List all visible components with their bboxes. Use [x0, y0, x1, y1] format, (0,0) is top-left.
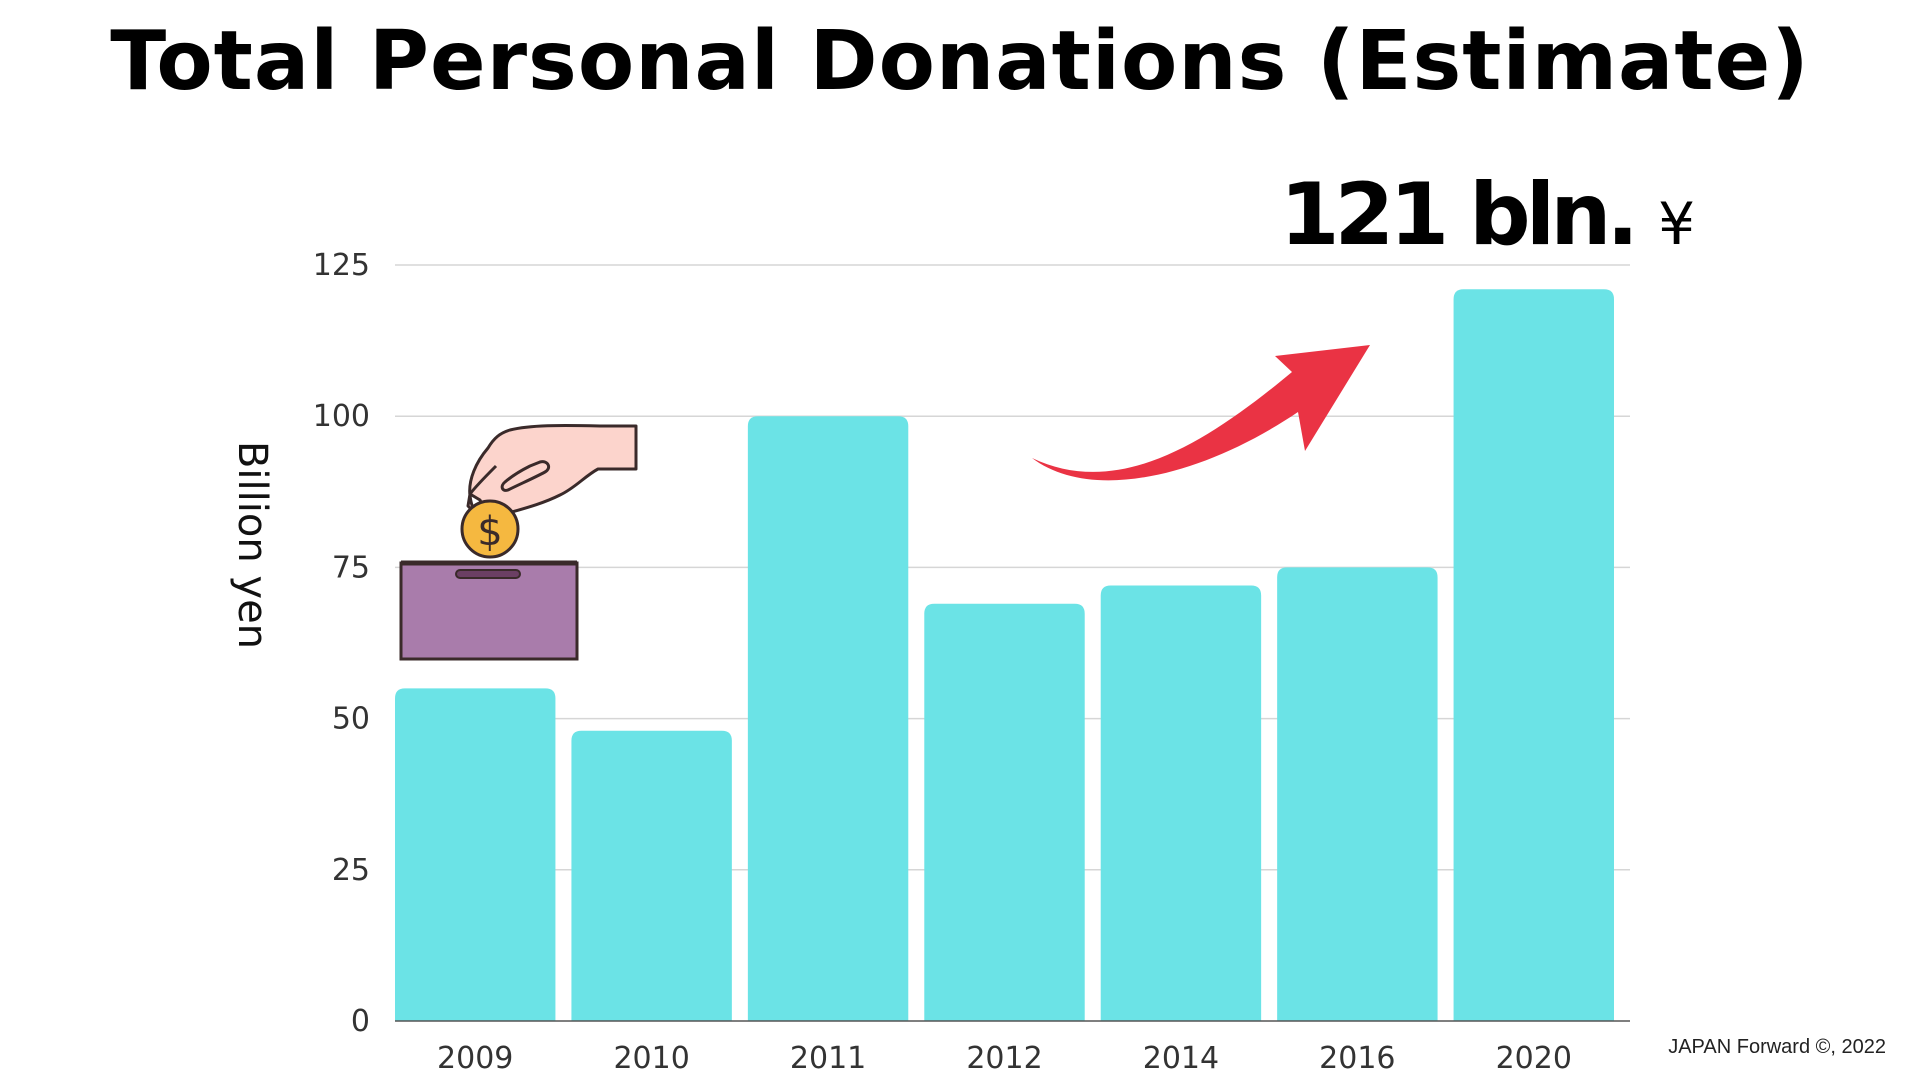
- callout-value: 121 bln.: [1279, 165, 1639, 265]
- credit-text: JAPAN Forward ©, 2022: [1668, 1036, 1886, 1058]
- bars: [395, 289, 1614, 1021]
- callout-unit: ¥: [1658, 190, 1695, 258]
- y-tick-label: 75: [332, 550, 370, 585]
- y-tick-label: 125: [313, 248, 370, 283]
- y-tick-label: 0: [351, 1004, 370, 1039]
- bar-2012: [924, 603, 1085, 1021]
- bar-2011: [747, 416, 909, 1021]
- x-tick-label: 2012: [966, 1041, 1042, 1076]
- svg-text:$: $: [477, 509, 502, 555]
- y-tick-label: 25: [332, 853, 370, 888]
- y-tick-labels: 0 25 50 75 100 125: [313, 248, 370, 1039]
- bar-2016: [1277, 567, 1438, 1021]
- chart-title: Total Personal Donations (Estimate): [110, 14, 1810, 109]
- y-tick-label: 100: [313, 399, 370, 434]
- bar-2009: [395, 688, 556, 1021]
- bar-2020: [1453, 289, 1614, 1021]
- total-callout: 121 bln. ¥: [1280, 165, 1695, 265]
- coin-icon: $: [460, 499, 520, 559]
- x-tick-labels: 2009 2010 2011 2012 2014 2016 2020: [437, 1041, 1572, 1076]
- arrow-icon: [1032, 345, 1370, 481]
- bar-2010: [571, 730, 732, 1021]
- x-tick-label: 2020: [1496, 1041, 1572, 1076]
- x-tick-label: 2011: [790, 1041, 866, 1076]
- donation-box-icon: [399, 560, 579, 661]
- y-tick-label: 50: [332, 702, 370, 737]
- x-tick-label: 2014: [1143, 1041, 1219, 1076]
- x-tick-label: 2010: [613, 1041, 689, 1076]
- x-tick-label: 2009: [437, 1041, 513, 1076]
- bar-2014: [1100, 585, 1262, 1021]
- x-tick-label: 2016: [1319, 1041, 1395, 1076]
